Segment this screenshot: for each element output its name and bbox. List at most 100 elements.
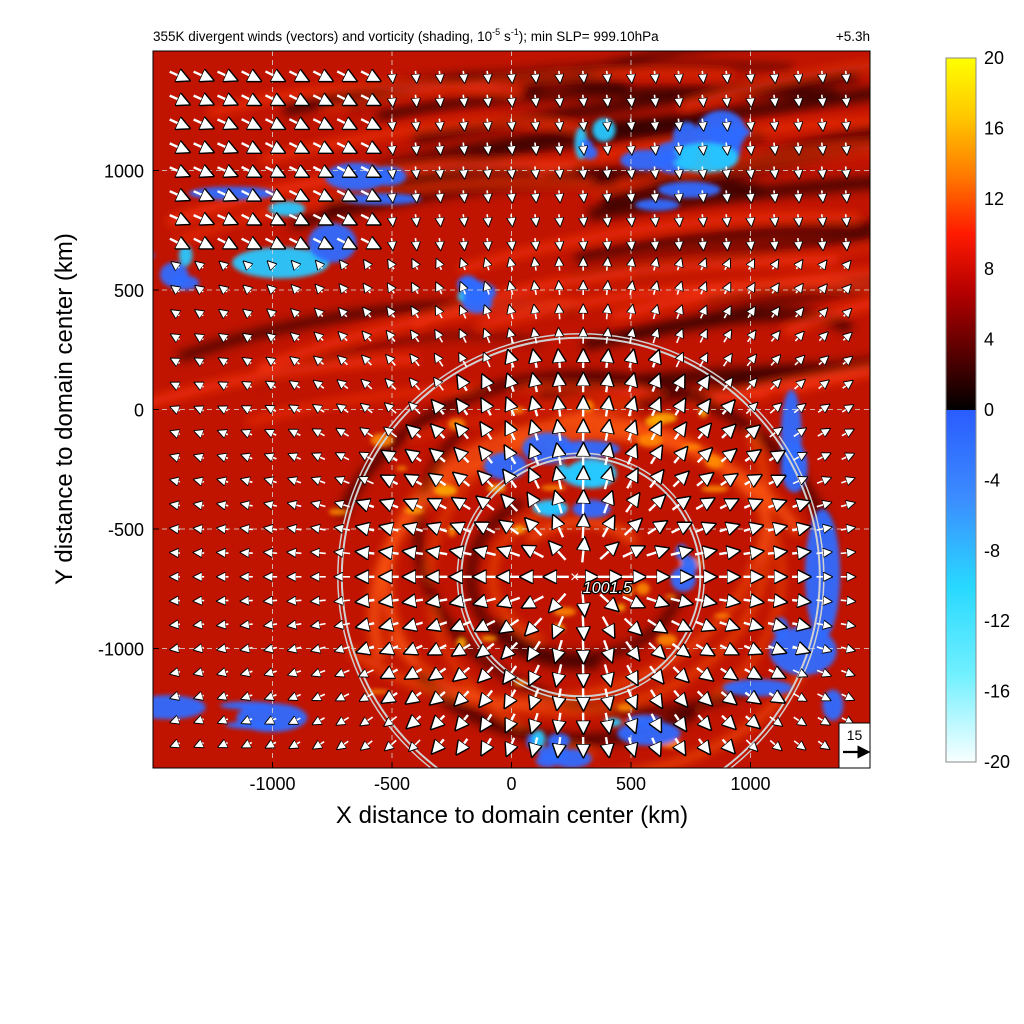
wind-vector-arrow [511, 238, 512, 246]
wind-vector-arrow [386, 670, 399, 676]
wind-vector-arrow [559, 70, 560, 79]
wind-vector-arrow [390, 287, 394, 294]
wind-vector-arrow [629, 712, 634, 727]
x-tick-label: -1000 [249, 774, 295, 794]
wind-vector-arrow [486, 262, 488, 271]
wind-vector-arrow [606, 356, 608, 369]
wind-vector-arrow [364, 406, 373, 414]
wind-vector-arrow [245, 648, 253, 650]
hot-spot [637, 433, 663, 447]
wind-vector-arrow [387, 716, 398, 724]
wind-vector-arrow [245, 456, 253, 459]
wind-vector-arrow [533, 450, 539, 465]
wind-vector-arrow [504, 618, 520, 630]
wind-vector-arrow [198, 743, 203, 745]
wind-vector-arrow [719, 600, 734, 602]
wind-vector-arrow [841, 694, 851, 698]
wind-vector-arrow [673, 452, 683, 464]
hot-spot [701, 485, 729, 493]
wind-vector-arrow [726, 214, 727, 222]
wind-vector-arrow [241, 215, 256, 222]
wind-vector-arrow [607, 285, 608, 296]
wind-vector-arrow [702, 238, 703, 246]
dark-streak [702, 275, 870, 304]
wind-vector-arrow [245, 719, 253, 722]
wind-vector-arrow [769, 716, 779, 724]
wind-vector-arrow [485, 380, 491, 392]
wind-vector-arrow [193, 72, 208, 78]
wind-vector-arrow [677, 286, 680, 295]
wind-vectors [170, 71, 852, 751]
wind-vector-arrow [726, 190, 727, 198]
wind-vector-arrow [646, 598, 663, 603]
wind-vector-arrow [724, 333, 729, 343]
wind-vector-arrow [312, 119, 327, 126]
wind-vector-arrow [339, 528, 351, 530]
wind-vector-arrow [294, 264, 298, 268]
wind-vector-arrow [793, 716, 803, 723]
wind-vector-arrow [484, 404, 490, 416]
wind-vector-arrow [439, 94, 440, 103]
wind-vector-arrow [793, 740, 802, 747]
wind-vector-arrow [746, 381, 754, 391]
wind-vector-arrow [503, 598, 521, 604]
wind-vector-arrow [509, 737, 514, 751]
wind-vector-arrow [246, 336, 251, 340]
wind-vector-arrow [360, 71, 375, 78]
wind-vector-arrow [843, 335, 849, 340]
bright-streak [153, 355, 418, 407]
wind-vector-arrow [653, 356, 657, 368]
wind-vector-arrow [748, 286, 752, 295]
wind-vector-arrow [607, 70, 608, 79]
wind-vector-arrow [438, 286, 442, 295]
wind-vector-arrow [437, 333, 442, 343]
wind-vector-arrow [294, 336, 299, 341]
wind-vector-arrow [436, 738, 444, 748]
reference-vector: 15 [838, 722, 871, 769]
wind-vector-arrow [480, 599, 496, 603]
wind-vector-arrow [198, 264, 203, 268]
hot-spot [540, 484, 567, 491]
wind-vector-arrow [531, 498, 541, 513]
wind-vector-arrow [246, 384, 252, 387]
wind-vector-arrow [222, 432, 229, 434]
wind-vector-arrow [822, 118, 823, 127]
wind-vector-arrow [457, 622, 472, 628]
wind-vector-arrow [460, 404, 467, 416]
wind-vector-arrow [606, 379, 608, 393]
wind-vector-arrow [630, 309, 632, 320]
wind-vector-arrow [559, 332, 560, 344]
wind-vector-arrow [696, 452, 708, 464]
wind-vector-arrow [511, 262, 513, 271]
wind-vector-arrow [798, 142, 799, 151]
wind-vector-arrow [817, 455, 826, 460]
wind-vector-arrow [483, 689, 492, 703]
wind-vector-arrow [312, 95, 327, 102]
wind-vector-arrow [816, 552, 827, 553]
bright-streak [458, 213, 860, 274]
wind-vector-arrow [174, 695, 181, 697]
negative-vorticity-patch [592, 118, 616, 142]
x-tick-label: -500 [374, 774, 410, 794]
wind-vector-arrow [702, 142, 703, 151]
wind-vector-arrow [341, 359, 349, 365]
wind-vector-arrow [535, 142, 536, 151]
wind-vector-arrow [463, 166, 464, 174]
wind-vector-arrow [217, 191, 232, 197]
wind-vector-arrow [458, 477, 471, 487]
wind-vector-arrow [793, 406, 802, 414]
wind-vector-arrow [654, 142, 655, 151]
wind-vector-arrow [174, 505, 180, 506]
wind-vector-arrow [623, 617, 638, 631]
wind-vector-arrow [217, 143, 232, 149]
wind-vector-arrow [456, 551, 472, 554]
wind-vector-arrow [767, 552, 781, 554]
wind-vector-arrow [673, 689, 683, 702]
wind-vector-arrow [629, 403, 633, 417]
wind-vector-arrow [411, 429, 420, 437]
wind-vector-arrow [509, 380, 513, 393]
wind-vector-arrow [288, 191, 303, 198]
bright-streak [411, 255, 837, 330]
wind-vector-arrow [725, 286, 729, 295]
wind-vector-arrow [559, 356, 560, 369]
